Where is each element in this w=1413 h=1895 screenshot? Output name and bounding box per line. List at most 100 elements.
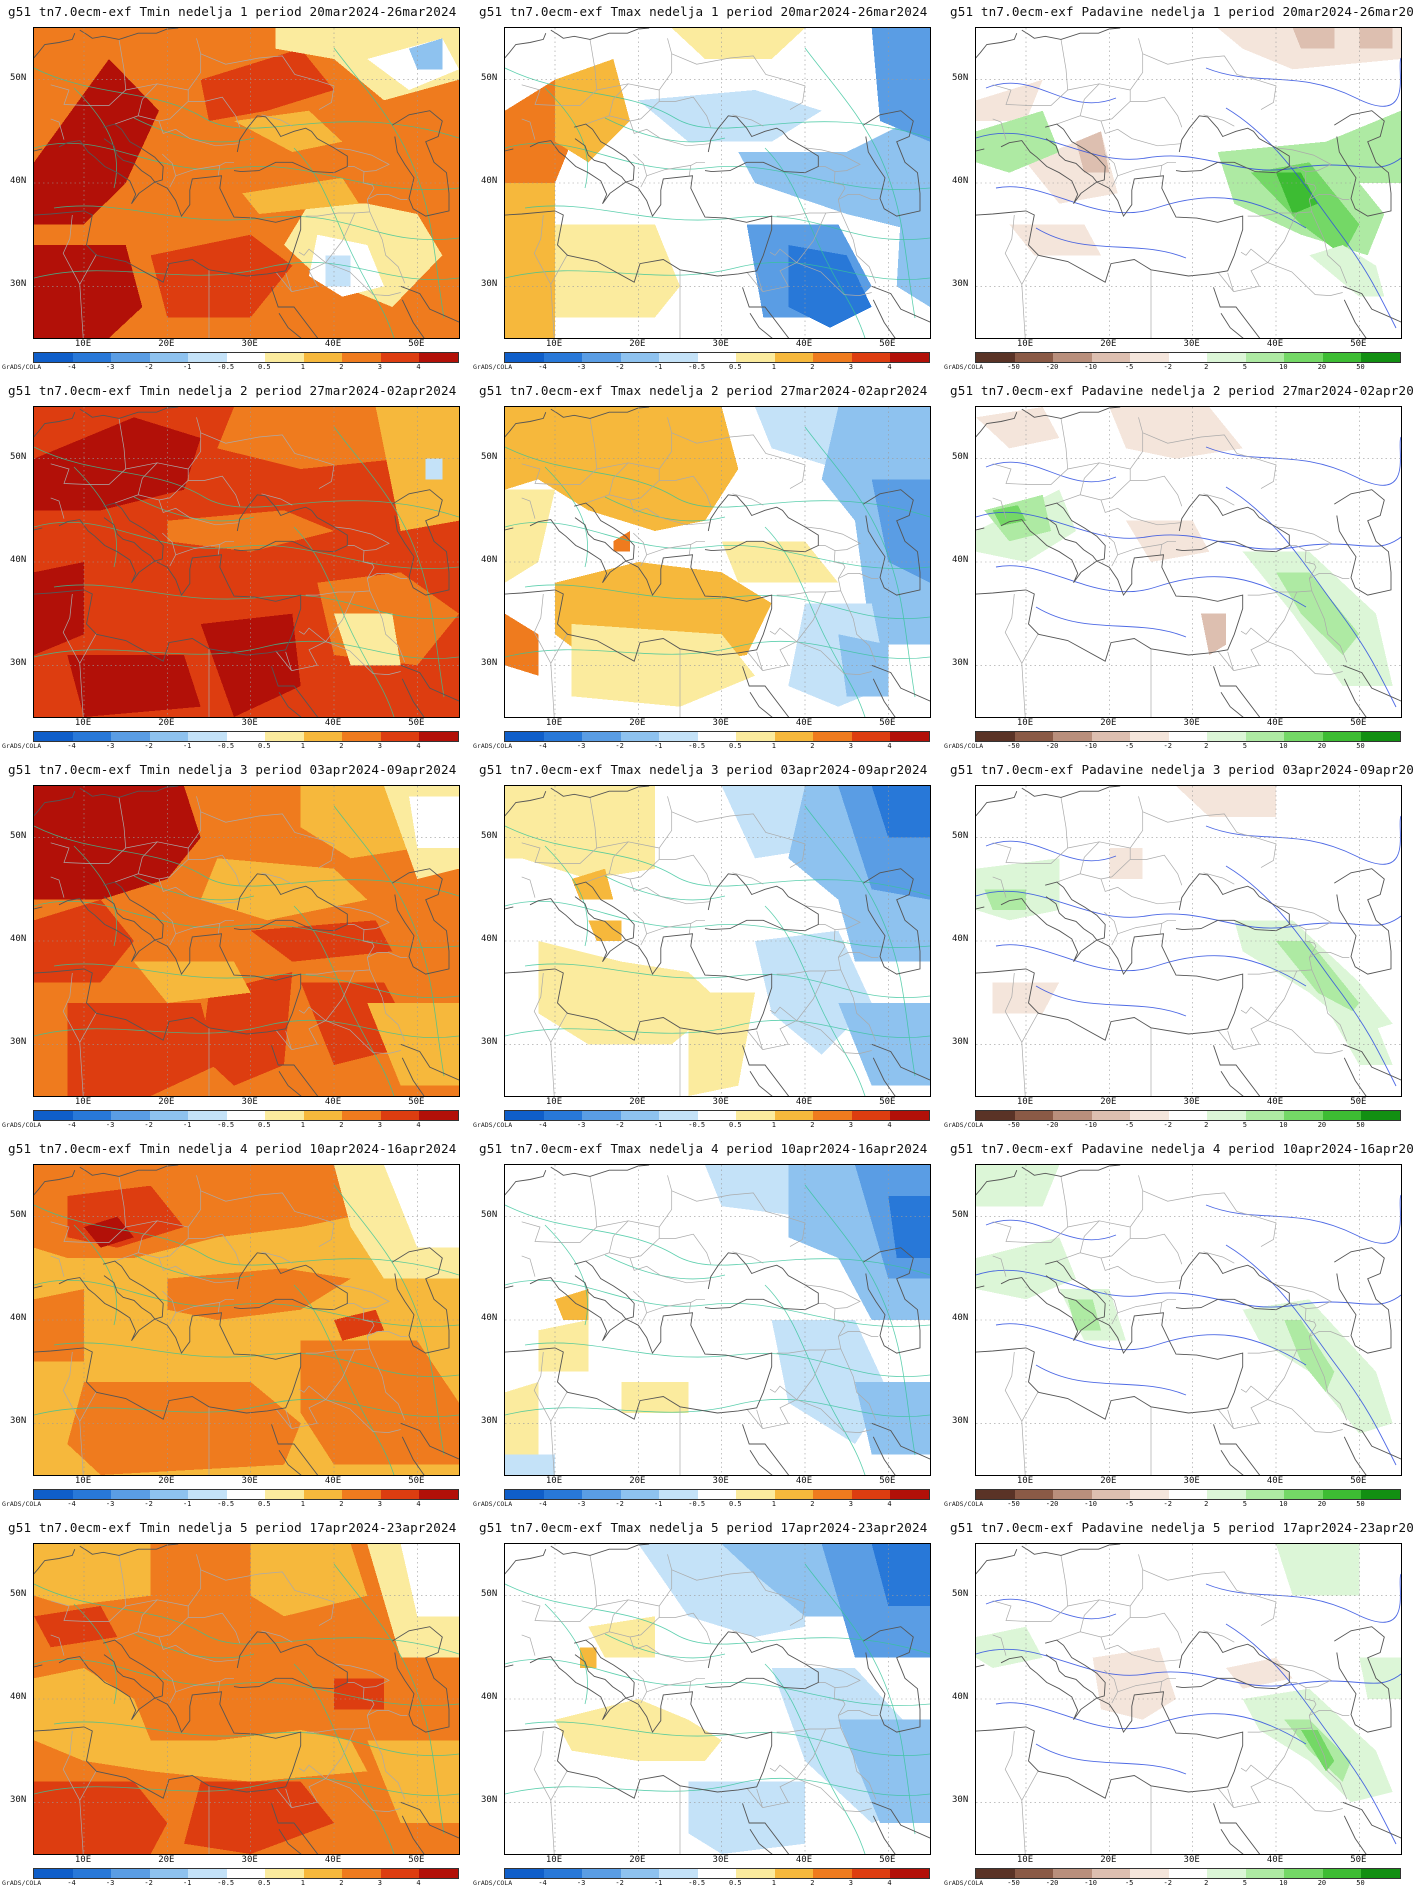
lon-label: 30E bbox=[241, 1855, 258, 1865]
lat-label: 40N bbox=[481, 176, 498, 186]
colorbar-label: -20 bbox=[1045, 742, 1059, 750]
colorbar-swatch bbox=[697, 1111, 737, 1120]
colorbar-label: 4 bbox=[416, 742, 421, 750]
colorbar-swatch bbox=[890, 1869, 930, 1878]
lon-label: 50E bbox=[408, 1855, 425, 1865]
colorbar-swatch bbox=[582, 1869, 621, 1878]
colorbar bbox=[975, 352, 1401, 363]
colorbar-label: 4 bbox=[887, 742, 892, 750]
colorbar-swatch bbox=[1130, 1111, 1169, 1120]
colorbar-swatch bbox=[1091, 1111, 1131, 1120]
colorbar-swatch bbox=[774, 353, 814, 362]
colorbar-label: 20 bbox=[1317, 1121, 1327, 1129]
colorbar-label: -4 bbox=[67, 363, 76, 371]
colorbar bbox=[33, 1489, 459, 1500]
colorbar bbox=[33, 1110, 459, 1121]
colorbar-label: 0.5 bbox=[257, 1121, 271, 1129]
colorbar-label: -1 bbox=[182, 742, 192, 750]
colorbar-swatch bbox=[543, 732, 583, 741]
colorbar-label: 2 bbox=[339, 1879, 344, 1887]
lon-label: 20E bbox=[629, 1097, 646, 1107]
colorbar-swatch bbox=[659, 1111, 698, 1120]
map-canvas bbox=[34, 1544, 459, 1854]
colorbar-label: -5 bbox=[1124, 1879, 1134, 1887]
colorbar-swatch bbox=[813, 732, 852, 741]
colorbar-label: 1 bbox=[771, 1879, 776, 1887]
colorbar-swatch bbox=[188, 353, 227, 362]
colorbar-label: -3 bbox=[105, 742, 115, 750]
forecast-map bbox=[975, 1543, 1402, 1855]
lon-label: 10E bbox=[1016, 1476, 1034, 1486]
colorbar-swatch bbox=[1053, 1111, 1092, 1120]
colorbar-swatch bbox=[1245, 1111, 1285, 1120]
lat-label: 40N bbox=[10, 1692, 27, 1702]
colorbar-label: 2 bbox=[1204, 1879, 1209, 1887]
lat-label: 40N bbox=[952, 176, 969, 186]
colorbar-swatch bbox=[582, 353, 621, 362]
map-panel: g51 tn7.0ecm-exf Tmin nedelja 5 period 1… bbox=[0, 1516, 471, 1895]
forecast-map bbox=[975, 27, 1402, 339]
lon-label: 40E bbox=[324, 1097, 342, 1107]
grads-credit: GrADS/COLA bbox=[944, 1500, 984, 1508]
colorbar-label: -20 bbox=[1045, 363, 1059, 371]
lon-label: 20E bbox=[158, 718, 175, 728]
colorbar bbox=[975, 1110, 1401, 1121]
colorbar-swatch bbox=[976, 1111, 1015, 1120]
colorbar-label: 2 bbox=[1204, 363, 1209, 371]
colorbar-swatch bbox=[813, 1111, 852, 1120]
colorbar-label: -20 bbox=[1045, 1121, 1059, 1129]
forecast-map bbox=[504, 1543, 931, 1855]
lon-label: 40E bbox=[324, 339, 342, 349]
lat-label: 40N bbox=[481, 1692, 498, 1702]
colorbar-label: -2 bbox=[144, 1500, 153, 1508]
map-panel: g51 tn7.0ecm-exf Tmax nedelja 3 period 0… bbox=[471, 758, 942, 1137]
colorbar-label: 50 bbox=[1356, 1500, 1365, 1508]
colorbar-swatch bbox=[1207, 732, 1246, 741]
colorbar-label: -50 bbox=[1007, 1500, 1020, 1508]
lat-label: 50N bbox=[952, 451, 969, 462]
colorbar-swatch bbox=[1322, 732, 1362, 741]
colorbar-label: -10 bbox=[1084, 1121, 1097, 1129]
lat-label: 40N bbox=[952, 555, 969, 565]
colorbar-label: -0.5 bbox=[688, 1879, 706, 1887]
colorbar bbox=[504, 731, 930, 742]
colorbar-label: 0.5 bbox=[257, 1500, 271, 1508]
colorbar-swatch bbox=[111, 1490, 150, 1499]
lon-label: 50E bbox=[408, 1476, 425, 1486]
colorbar-swatch bbox=[188, 732, 227, 741]
lat-label: 30N bbox=[481, 1037, 498, 1048]
colorbar-label: -1 bbox=[653, 742, 663, 750]
colorbar-swatch bbox=[976, 1869, 1015, 1878]
colorbar-swatch bbox=[1091, 732, 1131, 741]
colorbar-label: 4 bbox=[416, 1500, 421, 1508]
map-canvas bbox=[505, 28, 930, 338]
lat-label: 50N bbox=[952, 72, 969, 83]
colorbar-swatch bbox=[1322, 1869, 1362, 1878]
map-canvas bbox=[505, 1165, 930, 1475]
lat-label: 30N bbox=[10, 1416, 27, 1427]
colorbar-label: -3 bbox=[105, 363, 115, 371]
colorbar-swatch bbox=[1130, 1869, 1169, 1878]
panel-title: g51 tn7.0ecm-exf Tmin nedelja 1 period 2… bbox=[8, 4, 457, 19]
colorbar-swatch bbox=[342, 1490, 381, 1499]
colorbar-label: -1 bbox=[653, 363, 663, 371]
lon-label: 30E bbox=[1183, 718, 1200, 728]
colorbar-swatch bbox=[774, 732, 814, 741]
colorbar-swatch bbox=[111, 1111, 150, 1120]
colorbar-label: 50 bbox=[1356, 363, 1365, 371]
colorbar-swatch bbox=[1322, 1490, 1362, 1499]
lon-label: 20E bbox=[158, 339, 175, 349]
lon-label: 40E bbox=[795, 1476, 813, 1486]
colorbar-swatch bbox=[72, 732, 112, 741]
colorbar bbox=[504, 1110, 930, 1121]
lat-label: 40N bbox=[10, 934, 27, 944]
colorbar-label: -3 bbox=[576, 1121, 586, 1129]
colorbar-label: -2 bbox=[615, 742, 624, 750]
forecast-map bbox=[975, 1164, 1402, 1476]
lon-label: 20E bbox=[629, 1476, 646, 1486]
colorbar-label: -50 bbox=[1007, 1879, 1020, 1887]
colorbar-label: 20 bbox=[1317, 363, 1327, 371]
colorbar-label: 3 bbox=[377, 742, 383, 750]
grads-credit: GrADS/COLA bbox=[944, 1879, 984, 1887]
lon-label: 30E bbox=[712, 1476, 729, 1486]
